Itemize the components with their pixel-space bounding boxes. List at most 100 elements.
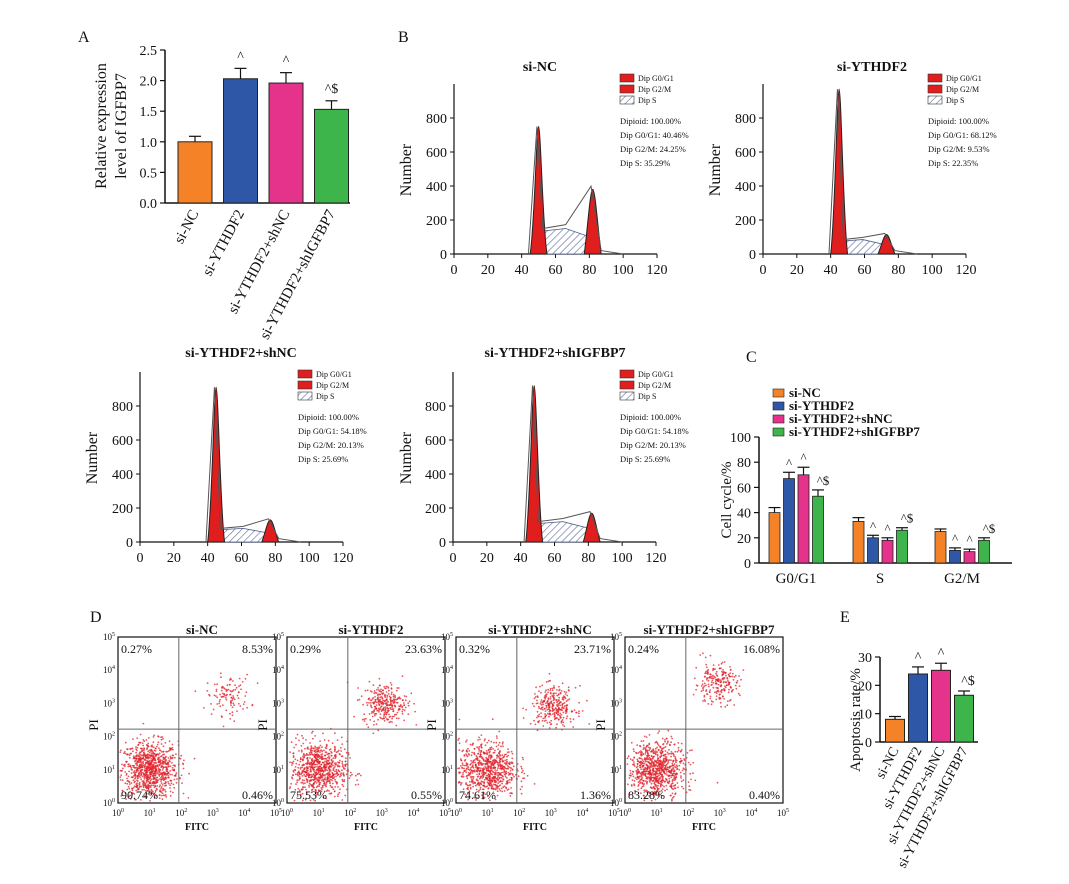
flow-dot — [391, 715, 394, 718]
flow-dot — [473, 781, 475, 784]
flow-dot — [383, 715, 385, 717]
flow-dot — [670, 759, 672, 762]
histogram-xtick-label: 60 — [548, 551, 562, 566]
flow-dot — [644, 770, 647, 773]
flow-dot — [588, 723, 591, 725]
flow-dot — [649, 777, 652, 780]
histogram-ytick-label: 800 — [735, 112, 756, 127]
flow-dot — [142, 760, 145, 763]
flow-dot — [538, 707, 541, 710]
flow-dot — [149, 771, 152, 773]
flow-dot — [641, 782, 644, 785]
flow-dot — [164, 781, 167, 783]
flow-dot — [501, 782, 503, 785]
flow-dot — [733, 704, 736, 706]
flow-dot — [302, 737, 304, 739]
flow-dot — [499, 779, 502, 782]
flow-dot — [661, 788, 664, 790]
flow-dot — [159, 768, 162, 771]
flow-dot — [674, 757, 677, 760]
flow-dot — [547, 712, 549, 715]
histogram-xtick-label: 0 — [760, 263, 767, 278]
flow-dot — [550, 702, 553, 705]
flow-dot — [473, 770, 475, 773]
flow-dot — [374, 706, 377, 709]
flow-dot — [343, 748, 346, 751]
flow-dot — [296, 795, 299, 797]
flow-dot — [299, 757, 302, 759]
flow-dot — [396, 711, 399, 714]
histogram-legend-label: Dip S — [316, 392, 334, 401]
flow-dot — [308, 784, 310, 787]
flow-dot — [486, 753, 489, 755]
flow-dot — [729, 672, 732, 674]
flow-dot — [547, 680, 550, 683]
flow-dot — [672, 759, 675, 762]
flow-dot — [391, 721, 393, 723]
flow-dot — [391, 699, 394, 702]
flow-dot — [498, 751, 501, 754]
flow-dot — [553, 694, 555, 697]
flow-dot — [342, 764, 344, 766]
flow-dot — [686, 752, 689, 754]
flow-dot — [656, 757, 659, 759]
flow-dot — [318, 746, 320, 749]
flow-dot — [652, 787, 655, 789]
panel-a-bars: si-NC^si-YTHDF2^si-YTHDF2+shNC^$si-YTHDF… — [172, 49, 349, 342]
flow-dot — [328, 755, 330, 757]
flow-dot — [137, 787, 140, 790]
flow-dot — [558, 685, 560, 688]
flow-dot — [549, 696, 552, 698]
flow-dot — [337, 749, 340, 752]
flow-dot — [388, 713, 390, 716]
flow-dot — [646, 768, 648, 771]
flow-dot — [405, 695, 408, 698]
flow-dot — [479, 775, 482, 778]
flow-dot — [327, 774, 330, 777]
flow-dot — [345, 763, 348, 766]
flow-dot — [182, 767, 185, 770]
flow-dot — [387, 689, 390, 692]
flow-dot — [545, 706, 548, 709]
flow-dot — [231, 714, 234, 717]
flow-dot — [145, 768, 147, 770]
flow-dot — [292, 755, 295, 757]
flow-dot — [319, 751, 321, 753]
flow-dot — [548, 706, 551, 708]
flow-dot — [703, 685, 706, 687]
flow-dot — [636, 744, 639, 746]
flow-dot — [312, 779, 315, 782]
flow-dot — [470, 760, 472, 762]
flow-dot — [164, 784, 166, 787]
flow-dot — [480, 750, 483, 753]
flow-dot — [471, 772, 474, 774]
flow-dot — [240, 688, 243, 691]
flow-plot-frame — [117, 636, 277, 804]
flow-dot — [630, 741, 633, 744]
flow-dot — [389, 698, 392, 701]
flow-dot — [344, 794, 347, 797]
flow-dot — [457, 739, 459, 741]
flow-dot — [553, 685, 555, 687]
flow-dot — [325, 763, 327, 766]
flow-dot — [336, 750, 339, 753]
flow-dot — [289, 786, 292, 788]
flow-dot — [206, 690, 209, 692]
flow-dot — [463, 767, 465, 770]
flow-ytick-label: 104 — [441, 665, 453, 675]
flow-dot — [727, 691, 730, 694]
flow-dot — [723, 661, 726, 663]
flow-dot — [146, 757, 149, 759]
flow-dot — [477, 739, 479, 741]
flow-dot — [534, 723, 537, 726]
flow-dot — [499, 789, 502, 792]
flow-dot — [486, 741, 489, 744]
panel-a-ytick-label: 0.0 — [140, 197, 158, 212]
flow-dot — [140, 785, 143, 788]
flow-dot — [729, 666, 731, 668]
flow-dot — [121, 779, 124, 781]
flow-xtick-label: 100 — [281, 808, 293, 818]
flow-dot — [660, 794, 663, 797]
flow-dot — [154, 750, 157, 752]
